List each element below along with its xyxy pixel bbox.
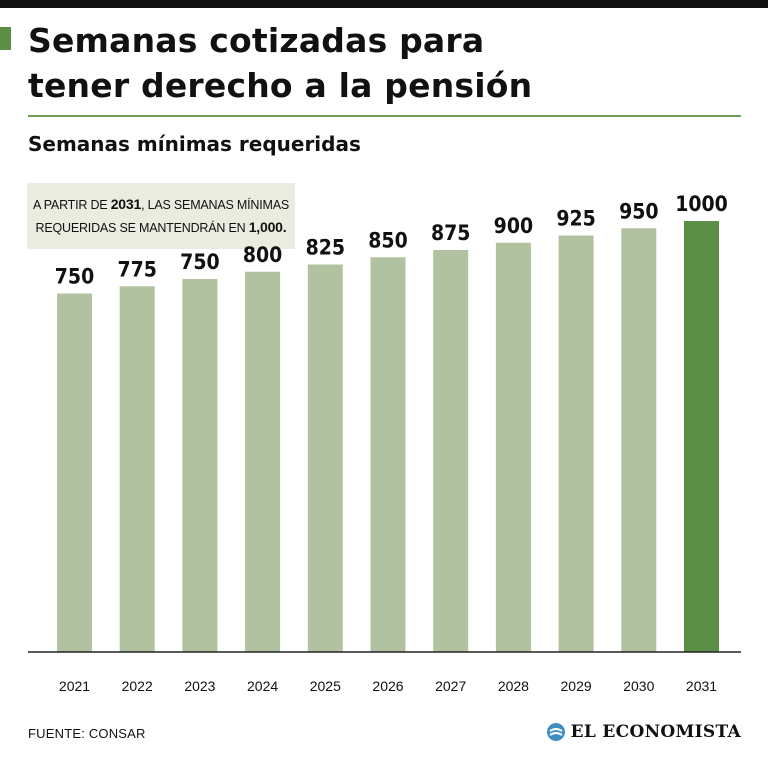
note-year: 2031 xyxy=(110,196,142,212)
bars-group xyxy=(57,221,719,652)
bar-2027 xyxy=(433,250,469,652)
value-labels-group: 750 775 750 800 825 850 875 900 925 950 1000 xyxy=(55,192,728,289)
x-tick-label-2031: 2031 xyxy=(686,678,717,694)
title-accent-mark xyxy=(0,27,11,50)
value-label-2023: 750 xyxy=(180,250,219,274)
value-label-2028: 900 xyxy=(494,214,533,238)
bar-2028 xyxy=(495,242,531,652)
x-tick-labels-group: 2021 2022 2023 2024 2025 2026 2027 2028 2029 2030… xyxy=(59,678,717,694)
bar-2026 xyxy=(370,257,406,652)
water-drop-icon xyxy=(546,723,565,741)
value-label-2025: 825 xyxy=(306,236,345,260)
chart-subtitle: Semanas mínimas requeridas xyxy=(28,132,361,156)
value-label-2027: 875 xyxy=(431,221,470,245)
value-label-2026: 850 xyxy=(368,228,407,252)
x-tick-label-2023: 2023 xyxy=(184,678,215,694)
note-box: A PARTIR DE 2031, LAS SEMANAS MÍNIMAS RE… xyxy=(27,183,295,249)
x-tick-label-2030: 2030 xyxy=(623,678,654,694)
brand-logo: EL ECONOMISTA xyxy=(546,722,741,742)
note-text-3: REQUERIDAS SE MANTENDRÁN EN xyxy=(35,221,249,235)
x-tick-label-2029: 2029 xyxy=(561,678,592,694)
title-line-1: Semanas cotizadas para xyxy=(28,21,485,60)
bar-2025 xyxy=(307,264,343,652)
x-tick-label-2027: 2027 xyxy=(435,678,466,694)
brand-name: EL ECONOMISTA xyxy=(570,722,741,742)
bar-2031 xyxy=(684,221,719,652)
value-label-2031: 1000 xyxy=(675,192,728,216)
x-tick-label-2028: 2028 xyxy=(498,678,529,694)
x-tick-label-2021: 2021 xyxy=(59,678,90,694)
top-bar xyxy=(0,0,768,8)
bar-2023 xyxy=(182,279,218,652)
value-label-2029: 925 xyxy=(556,207,595,231)
value-label-2030: 950 xyxy=(619,199,658,223)
x-tick-label-2025: 2025 xyxy=(310,678,341,694)
bar-2021 xyxy=(57,293,92,652)
note-text-1: A PARTIR DE xyxy=(33,198,111,212)
note-value: 1,000. xyxy=(248,219,287,235)
x-tick-label-2026: 2026 xyxy=(372,678,403,694)
page-title: Semanas cotizadas para tener derecho a l… xyxy=(28,18,748,108)
note-text-2: , LAS SEMANAS MÍNIMAS xyxy=(141,198,289,212)
bar-2029 xyxy=(558,235,594,652)
source-note: FUENTE: CONSAR xyxy=(28,726,146,741)
x-tick-label-2022: 2022 xyxy=(122,678,153,694)
x-tick-label-2024: 2024 xyxy=(247,678,278,694)
value-label-2021: 750 xyxy=(55,265,94,289)
value-label-2022: 775 xyxy=(117,257,156,281)
value-label-2024: 800 xyxy=(243,243,282,267)
bar-2024 xyxy=(245,271,281,652)
title-divider xyxy=(28,115,741,117)
title-line-2: tener derecho a la pensión xyxy=(28,66,533,105)
bar-2030 xyxy=(621,228,657,652)
bar-2022 xyxy=(119,286,155,652)
